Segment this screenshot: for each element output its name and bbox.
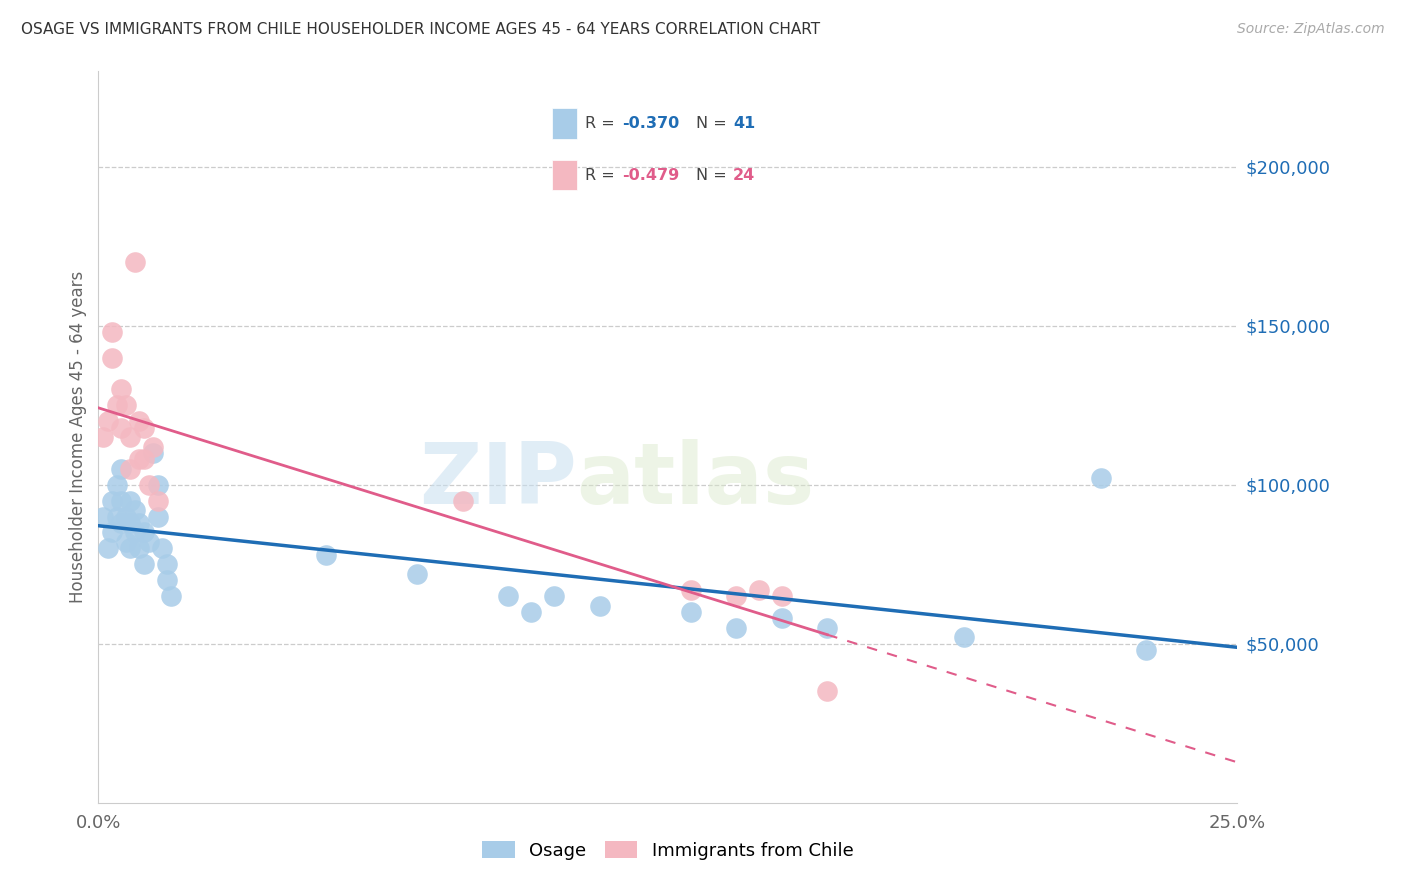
Point	[315, 548, 337, 562]
Point	[120, 462, 142, 476]
Point	[156, 573, 179, 587]
Point	[815, 621, 838, 635]
Text: N =: N =	[696, 168, 733, 183]
Point	[160, 589, 183, 603]
Point	[725, 621, 748, 635]
Point	[1135, 643, 1157, 657]
Point	[101, 493, 124, 508]
Point	[101, 525, 124, 540]
Point	[91, 430, 114, 444]
Text: R =: R =	[585, 116, 620, 131]
Point	[146, 493, 169, 508]
Point	[120, 430, 142, 444]
Point	[110, 493, 132, 508]
Point	[451, 493, 474, 508]
Text: ZIP: ZIP	[419, 440, 576, 523]
Text: Source: ZipAtlas.com: Source: ZipAtlas.com	[1237, 22, 1385, 37]
Point	[128, 541, 150, 556]
Point	[91, 509, 114, 524]
Point	[105, 477, 128, 491]
Point	[725, 589, 748, 603]
Point	[588, 599, 610, 613]
Point	[1090, 471, 1112, 485]
Point	[124, 525, 146, 540]
Point	[114, 398, 136, 412]
Point	[142, 440, 165, 454]
Point	[120, 516, 142, 530]
Point	[138, 535, 160, 549]
Point	[679, 582, 702, 597]
Point	[142, 446, 165, 460]
Point	[114, 509, 136, 524]
Point	[110, 420, 132, 434]
Point	[132, 525, 155, 540]
Point	[110, 383, 132, 397]
Point	[96, 541, 118, 556]
Point	[132, 452, 155, 467]
Point	[770, 611, 793, 625]
Y-axis label: Householder Income Ages 45 - 64 years: Householder Income Ages 45 - 64 years	[69, 271, 87, 603]
Point	[543, 589, 565, 603]
Point	[110, 462, 132, 476]
Text: 24: 24	[734, 168, 755, 183]
Point	[132, 558, 155, 572]
Point	[146, 477, 169, 491]
Point	[101, 351, 124, 365]
FancyBboxPatch shape	[553, 109, 576, 139]
Point	[105, 509, 128, 524]
Point	[128, 414, 150, 428]
Point	[498, 589, 520, 603]
FancyBboxPatch shape	[553, 160, 576, 190]
Point	[132, 420, 155, 434]
Point	[101, 325, 124, 339]
Point	[406, 566, 429, 581]
Text: R =: R =	[585, 168, 620, 183]
Text: N =: N =	[696, 116, 733, 131]
Text: -0.479: -0.479	[623, 168, 679, 183]
Point	[124, 255, 146, 269]
Text: atlas: atlas	[576, 440, 815, 523]
Point	[156, 558, 179, 572]
Point	[96, 414, 118, 428]
Point	[128, 516, 150, 530]
Point	[748, 582, 770, 597]
Point	[679, 605, 702, 619]
Point	[128, 452, 150, 467]
Point	[114, 535, 136, 549]
Point	[150, 541, 173, 556]
Legend: Osage, Immigrants from Chile: Osage, Immigrants from Chile	[475, 834, 860, 867]
Point	[138, 477, 160, 491]
Point	[120, 541, 142, 556]
Point	[124, 503, 146, 517]
Point	[815, 684, 838, 698]
Text: 41: 41	[734, 116, 755, 131]
Point	[120, 493, 142, 508]
Point	[953, 631, 976, 645]
Point	[146, 509, 169, 524]
Text: OSAGE VS IMMIGRANTS FROM CHILE HOUSEHOLDER INCOME AGES 45 - 64 YEARS CORRELATION: OSAGE VS IMMIGRANTS FROM CHILE HOUSEHOLD…	[21, 22, 820, 37]
Text: -0.370: -0.370	[623, 116, 679, 131]
Point	[520, 605, 543, 619]
Point	[105, 398, 128, 412]
Point	[770, 589, 793, 603]
Point	[110, 516, 132, 530]
